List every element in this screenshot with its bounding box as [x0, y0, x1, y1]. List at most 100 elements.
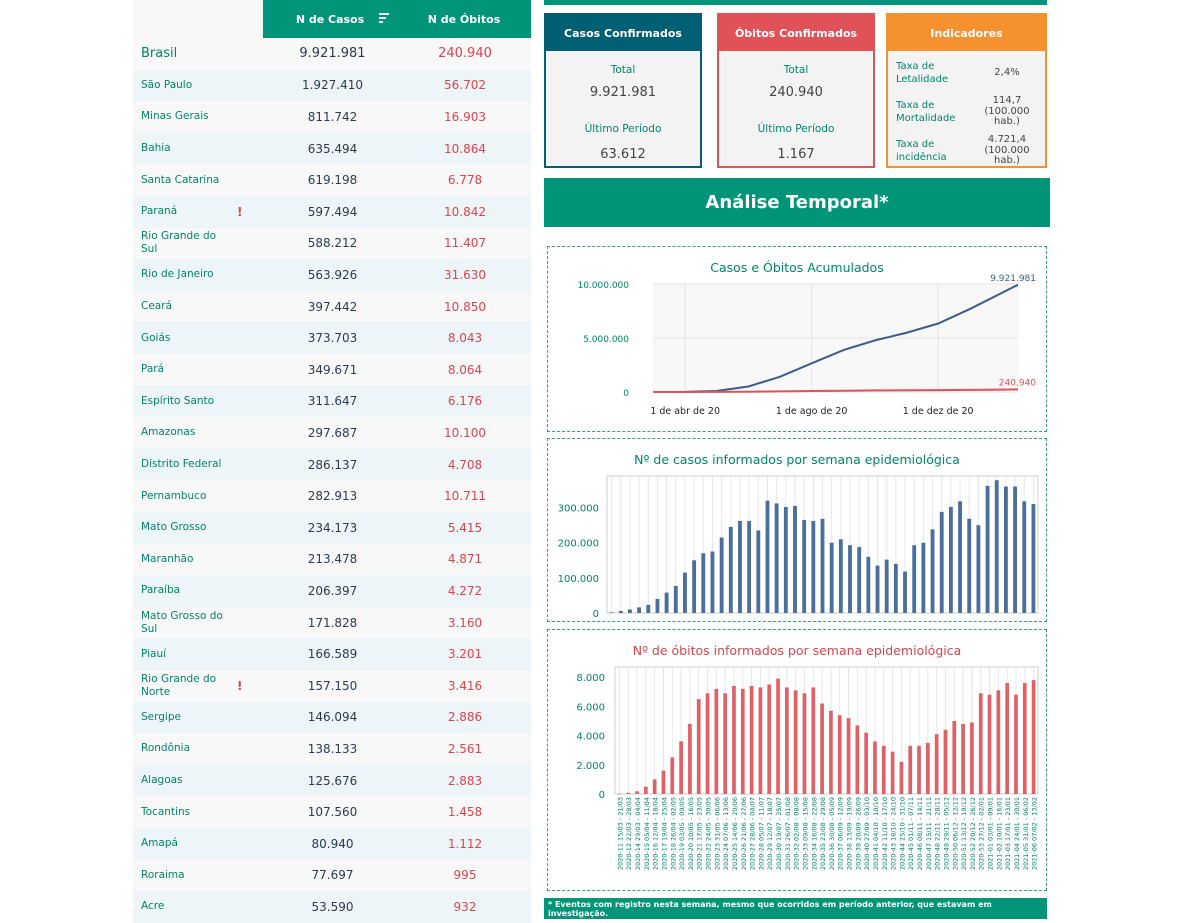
x-tick-label: 2020-26 21/06 - 27/06: [740, 797, 748, 870]
header-cases[interactable]: N de Casos: [263, 0, 397, 38]
bar: [855, 725, 860, 794]
state-name: Amapá: [141, 837, 178, 850]
state-name: Amazonas: [141, 426, 196, 439]
x-tick-label: 2020-39 20/09 - 26/09: [854, 797, 862, 870]
x-tick-label: 2020-28 05/07 - 11/07: [757, 797, 765, 870]
state-name: Minas Gerais: [141, 110, 209, 123]
bar: [848, 545, 852, 613]
bar: [692, 560, 697, 613]
card-deaths-title: Óbitos Confirmados: [719, 15, 873, 51]
table-row[interactable]: Maranhão 213.478 4.871: [133, 544, 531, 576]
chart-weekly-cases-panel: Nº de casos informados por semana epidem…: [547, 438, 1047, 622]
table-row[interactable]: São Paulo 1.927.410 56.702: [133, 69, 531, 102]
deaths-value: 8.064: [447, 362, 483, 377]
deaths-total-label: Total: [783, 64, 809, 76]
deaths-value: 3.160: [447, 615, 483, 630]
bar: [1031, 680, 1036, 794]
bar: [1031, 504, 1036, 613]
deaths-value: 6.778: [447, 173, 483, 188]
cases-value: 282.913: [307, 489, 358, 504]
table-row[interactable]: Paraíba 206.397 4.272: [133, 575, 531, 607]
x-tick-label: 2020-51 13/12 - 19/12: [960, 797, 968, 870]
bar: [1014, 694, 1018, 794]
deaths-value: 1.112: [447, 836, 483, 851]
cases-value: 397.442: [307, 299, 358, 314]
bar: [688, 723, 692, 794]
table-row[interactable]: Tocantins 107.560 1.458: [133, 796, 531, 828]
bar: [930, 529, 935, 613]
table-row-brasil[interactable]: Brasil 9.921.981 240.940: [133, 38, 531, 70]
y-tick-label: 4.000: [576, 732, 605, 743]
chart-cumulative: 0 5.000.000 10.000.000 1 de abr de 20 1 de a…: [577, 274, 1036, 417]
table-row[interactable]: Mato Grosso do Sul 171.828 3.160: [133, 607, 531, 639]
cases-value: 80.940: [311, 836, 354, 851]
state-name: Ceará: [141, 300, 172, 313]
table-row[interactable]: Amapá 80.940 1.112: [133, 828, 531, 860]
x-tick-label: 1 de ago de 20: [776, 406, 848, 417]
table-row[interactable]: Piauí 166.589 3.201: [133, 638, 531, 670]
bar: [967, 518, 972, 613]
bar: [811, 687, 816, 794]
table-row[interactable]: Santa Catarina 619.198 6.778: [133, 164, 531, 196]
state-name: São Paulo: [141, 78, 193, 91]
table-row[interactable]: Rondônia 138.133 2.561: [133, 733, 531, 765]
table-row[interactable]: Mato Grosso 234.173 5.415: [133, 512, 531, 544]
table-row[interactable]: Rio Grande do Norte! 157.150 3.416: [133, 670, 531, 702]
table-row[interactable]: Minas Gerais 811.742 16.903: [133, 101, 531, 133]
table-row[interactable]: Distrito Federal 286.137 4.708: [133, 448, 531, 481]
bar: [943, 729, 948, 794]
card-indicators-title: Indicadores: [888, 15, 1045, 51]
cases-value: 619.198: [307, 173, 358, 188]
bar: [655, 598, 660, 613]
bar: [738, 520, 742, 613]
bar: [925, 742, 930, 794]
header-deaths[interactable]: N de Óbitos: [397, 0, 531, 38]
state-name: Piauí: [141, 647, 167, 660]
table-row[interactable]: Espírito Santo 311.647 6.176: [133, 385, 531, 418]
x-tick-label: 2021-05 31/01 - 06/02: [1022, 797, 1030, 870]
bar: [985, 485, 990, 613]
table-row[interactable]: Amazonas 297.687 10.100: [133, 417, 531, 449]
deaths-value: 31.630: [444, 267, 486, 282]
table-row[interactable]: Rio Grande do Sul 588.212 11.407: [133, 228, 531, 260]
deaths-value: 56.702: [444, 78, 486, 93]
bar: [673, 585, 678, 613]
deaths-value: 240.940: [438, 46, 492, 62]
y-tick-label: 200.000: [558, 539, 599, 550]
bar: [679, 741, 683, 794]
bar: [1022, 683, 1027, 794]
table-row[interactable]: Ceará 397.442 10.850: [133, 291, 531, 323]
table-row[interactable]: Pernambuco 282.913 10.711: [133, 480, 531, 512]
table-row[interactable]: Roraima 77.697 995: [133, 860, 531, 892]
bar: [866, 556, 871, 613]
deaths-period-value: 1.167: [777, 147, 815, 162]
cases-value: 166.589: [307, 647, 358, 662]
x-tick-label: 2020-53 27/12 - 02/01: [978, 797, 986, 870]
table-row[interactable]: Alagoas 125.676 2.883: [133, 764, 531, 797]
bar: [1022, 501, 1027, 613]
indicator-mortality-unit: (100.000 hab.): [984, 106, 1030, 127]
table-row[interactable]: Goiás 373.703 8.043: [133, 322, 531, 354]
table-row[interactable]: Pará 349.671 8.064: [133, 354, 531, 386]
x-tick-label: 2020-16 12/04 - 18/04: [652, 797, 660, 870]
y-tick-label: 6.000: [576, 702, 605, 713]
x-tick-label: 2020-52 20/12 - 26/12: [969, 797, 977, 870]
x-tick-label: 2020-31 26/07 - 01/08: [784, 797, 792, 870]
table-row[interactable]: Sergipe 146.094 2.886: [133, 701, 531, 734]
table-row[interactable]: Rio de Janeiro 563.926 31.630: [133, 259, 531, 291]
table-row[interactable]: Paraná! 597.494 10.842: [133, 196, 531, 228]
sort-icon[interactable]: [379, 12, 389, 24]
table-row[interactable]: Acre 53.590 932: [133, 891, 531, 923]
table-row[interactable]: Bahia 635.494 10.864: [133, 132, 531, 165]
bar: [820, 703, 824, 794]
cases-value: 373.703: [307, 331, 358, 346]
bar: [749, 685, 754, 794]
top-green-bar: [544, 0, 1047, 5]
bar: [987, 694, 992, 794]
y-tick-label: 8.000: [576, 673, 605, 684]
chart-cumulative-title: Casos e Óbitos Acumulados: [710, 260, 884, 275]
bar: [893, 563, 898, 613]
bar: [912, 545, 917, 613]
x-tick-label: 2020-14 29/03 - 04/04: [634, 797, 642, 870]
cases-value: 563.926: [307, 267, 358, 282]
